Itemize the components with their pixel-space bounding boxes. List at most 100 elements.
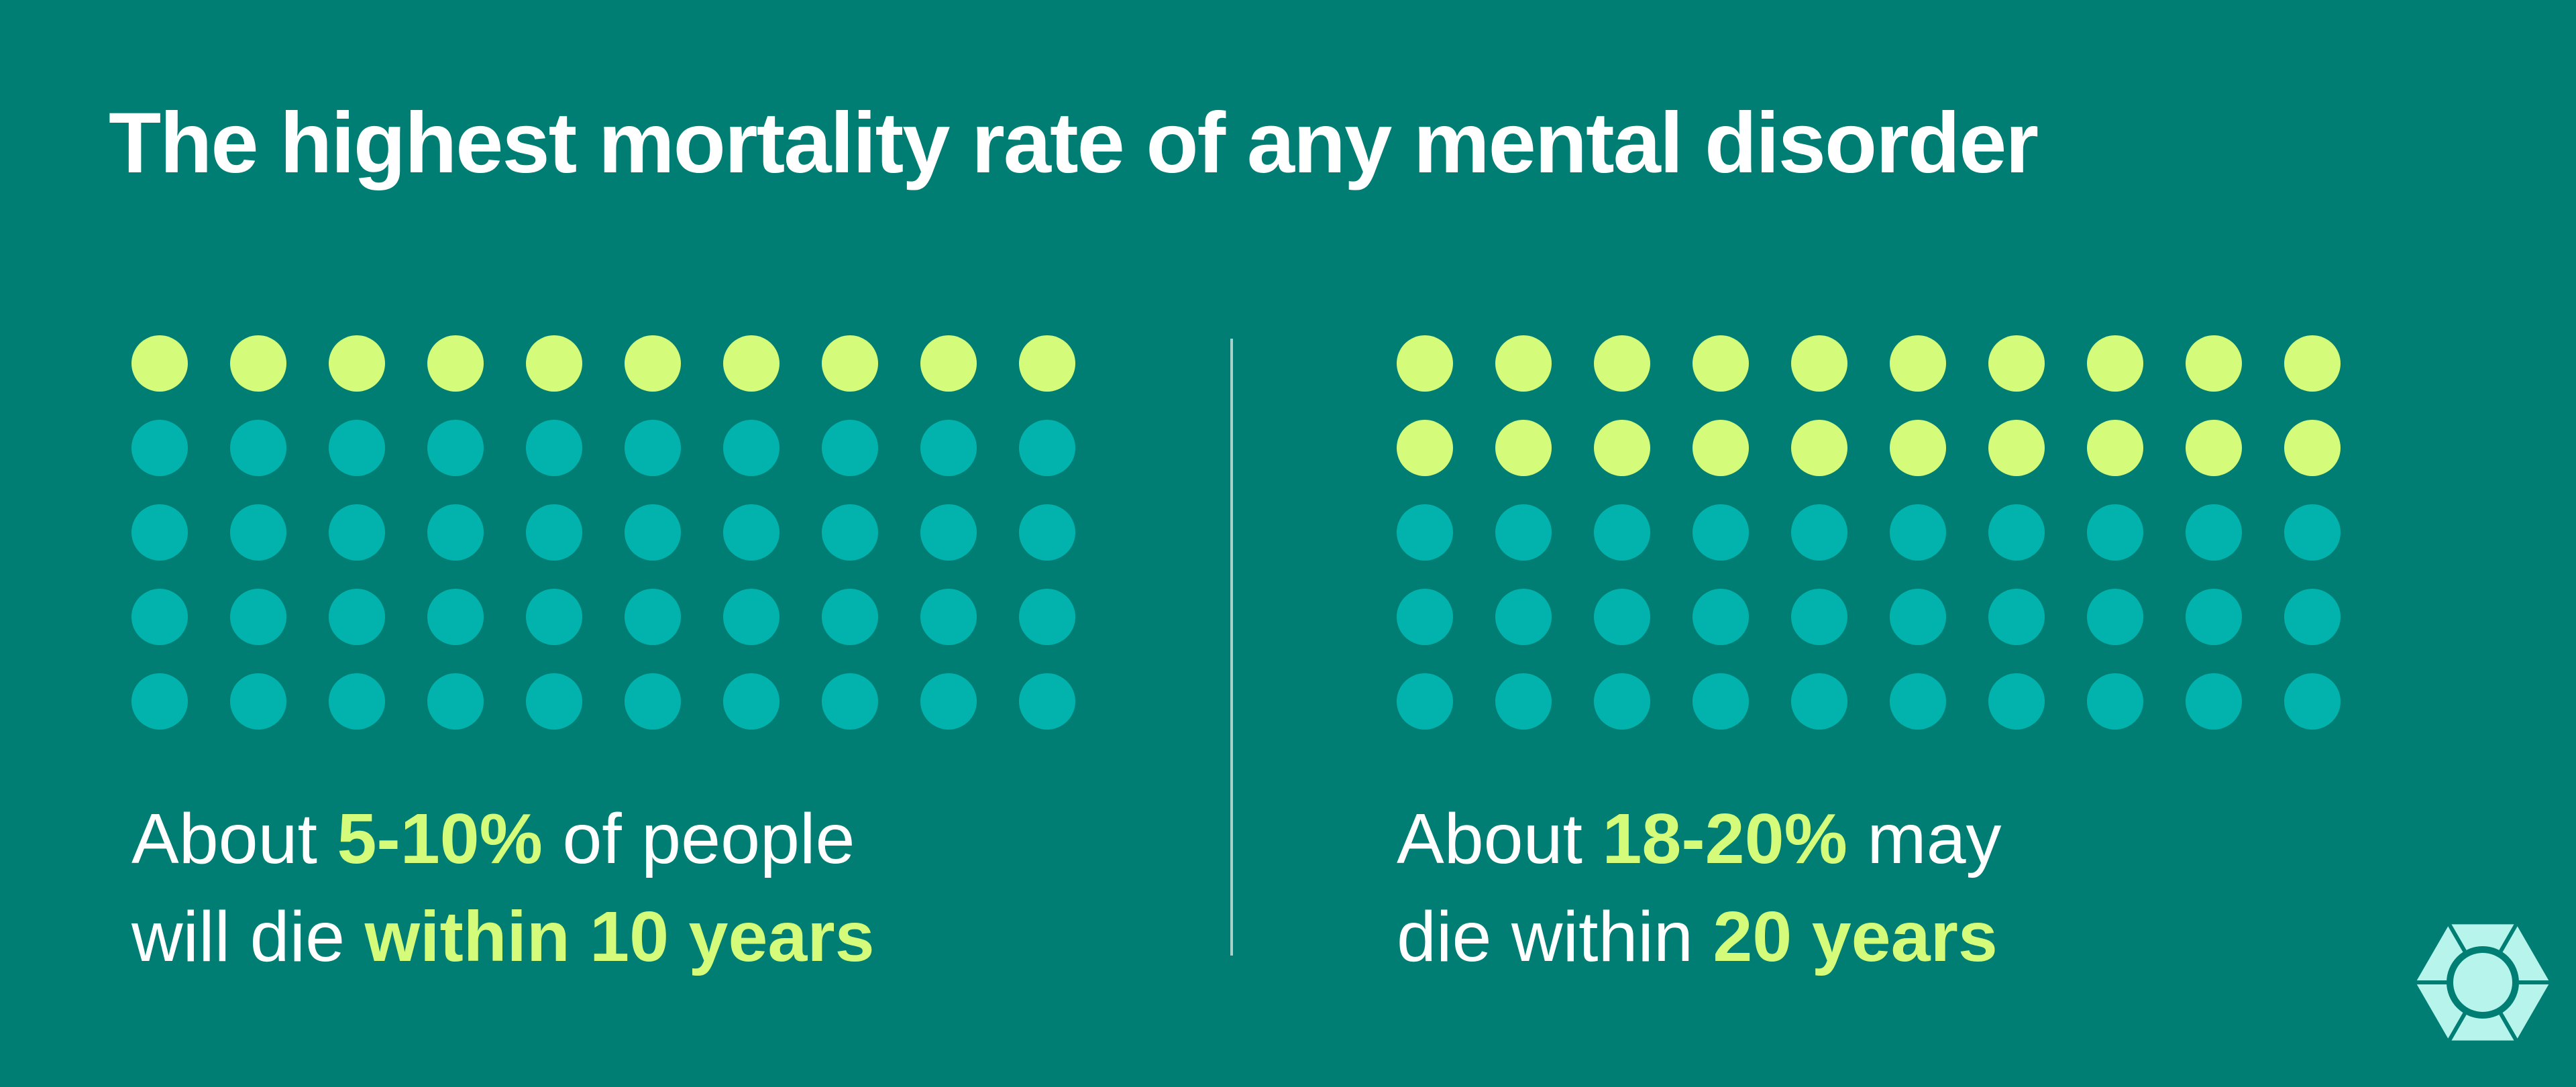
empty-dot — [526, 589, 582, 645]
filled-dot — [2087, 420, 2143, 476]
empty-dot — [723, 589, 780, 645]
empty-dot — [2284, 589, 2341, 645]
empty-dot — [526, 673, 582, 730]
empty-dot — [723, 673, 780, 730]
caption-highlight-percentage: 5-10% — [337, 799, 543, 878]
empty-dot — [1693, 589, 1749, 645]
empty-dot — [625, 420, 681, 476]
filled-dot — [723, 335, 780, 392]
filled-dot — [822, 335, 878, 392]
empty-dot — [1791, 673, 1847, 730]
empty-dot — [427, 504, 484, 561]
filled-dot — [1495, 335, 1552, 392]
empty-dot — [131, 589, 188, 645]
empty-dot — [329, 420, 385, 476]
empty-dot — [1594, 673, 1650, 730]
empty-dot — [427, 673, 484, 730]
empty-dot — [131, 420, 188, 476]
empty-dot — [131, 504, 188, 561]
empty-dot — [1397, 589, 1453, 645]
caption-20-years: About 18-20% may die within 20 years — [1397, 790, 2002, 986]
empty-dot — [822, 504, 878, 561]
empty-dot — [822, 420, 878, 476]
empty-dot — [1594, 504, 1650, 561]
empty-dot — [1397, 504, 1453, 561]
filled-dot — [1495, 420, 1552, 476]
empty-dot — [526, 504, 582, 561]
caption-text: of people — [542, 799, 855, 878]
empty-dot — [1495, 589, 1552, 645]
divider-line — [1230, 339, 1233, 956]
filled-dot — [2186, 335, 2242, 392]
filled-dot — [1693, 420, 1749, 476]
empty-dot — [1019, 420, 1075, 476]
caption-text: will die — [131, 897, 365, 976]
filled-dot — [427, 335, 484, 392]
empty-dot — [822, 673, 878, 730]
empty-dot — [1495, 504, 1552, 561]
empty-dot — [1988, 673, 2045, 730]
caption-text: may — [1847, 799, 2002, 878]
filled-dot — [526, 335, 582, 392]
waffle-chart-10-years — [131, 335, 1075, 730]
empty-dot — [1019, 504, 1075, 561]
empty-dot — [2284, 504, 2341, 561]
caption-highlight-timeframe: 20 years — [1713, 897, 1998, 976]
empty-dot — [230, 673, 286, 730]
empty-dot — [920, 504, 977, 561]
filled-dot — [1594, 335, 1650, 392]
filled-dot — [1397, 420, 1453, 476]
empty-dot — [1019, 589, 1075, 645]
empty-dot — [723, 504, 780, 561]
caption-10-years: About 5-10% of people will die within 10 … — [131, 790, 875, 986]
hexagon-logo-icon — [2416, 923, 2550, 1042]
caption-highlight-percentage: 18-20% — [1602, 799, 1847, 878]
empty-dot — [1594, 589, 1650, 645]
filled-dot — [2284, 420, 2341, 476]
empty-dot — [1495, 673, 1552, 730]
filled-dot — [1890, 335, 1946, 392]
dot-grid — [131, 335, 1075, 730]
empty-dot — [625, 589, 681, 645]
caption-text: About — [1397, 799, 1603, 878]
filled-dot — [2087, 335, 2143, 392]
empty-dot — [427, 420, 484, 476]
empty-dot — [131, 673, 188, 730]
filled-dot — [1019, 335, 1075, 392]
filled-dot — [920, 335, 977, 392]
empty-dot — [2284, 673, 2341, 730]
filled-dot — [1791, 420, 1847, 476]
filled-dot — [1693, 335, 1749, 392]
filled-dot — [2284, 335, 2341, 392]
empty-dot — [920, 420, 977, 476]
caption-text: die within — [1397, 897, 1713, 976]
empty-dot — [723, 420, 780, 476]
empty-dot — [230, 420, 286, 476]
empty-dot — [822, 589, 878, 645]
empty-dot — [1693, 504, 1749, 561]
empty-dot — [625, 673, 681, 730]
empty-dot — [1397, 673, 1453, 730]
filled-dot — [1594, 420, 1650, 476]
filled-dot — [1890, 420, 1946, 476]
dot-grid — [1397, 335, 2341, 730]
empty-dot — [1890, 504, 1946, 561]
filled-dot — [230, 335, 286, 392]
empty-dot — [2186, 504, 2242, 561]
empty-dot — [1988, 504, 2045, 561]
filled-dot — [1988, 335, 2045, 392]
empty-dot — [230, 589, 286, 645]
empty-dot — [329, 589, 385, 645]
filled-dot — [329, 335, 385, 392]
empty-dot — [2087, 504, 2143, 561]
page-title: The highest mortality rate of any mental… — [109, 95, 2039, 191]
filled-dot — [1791, 335, 1847, 392]
empty-dot — [427, 589, 484, 645]
empty-dot — [526, 420, 582, 476]
filled-dot — [131, 335, 188, 392]
empty-dot — [625, 504, 681, 561]
empty-dot — [1890, 589, 1946, 645]
empty-dot — [1693, 673, 1749, 730]
empty-dot — [920, 589, 977, 645]
empty-dot — [1019, 673, 1075, 730]
